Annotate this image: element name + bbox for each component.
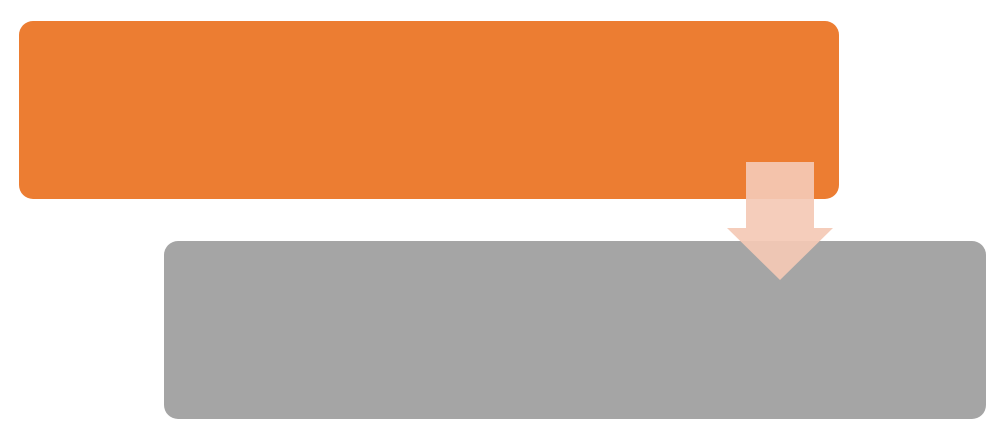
down-arrow-connector xyxy=(727,162,833,280)
step-box-your-role xyxy=(19,21,839,199)
down-arrow-icon xyxy=(727,162,833,280)
step-box-cost-of-living xyxy=(164,241,986,419)
